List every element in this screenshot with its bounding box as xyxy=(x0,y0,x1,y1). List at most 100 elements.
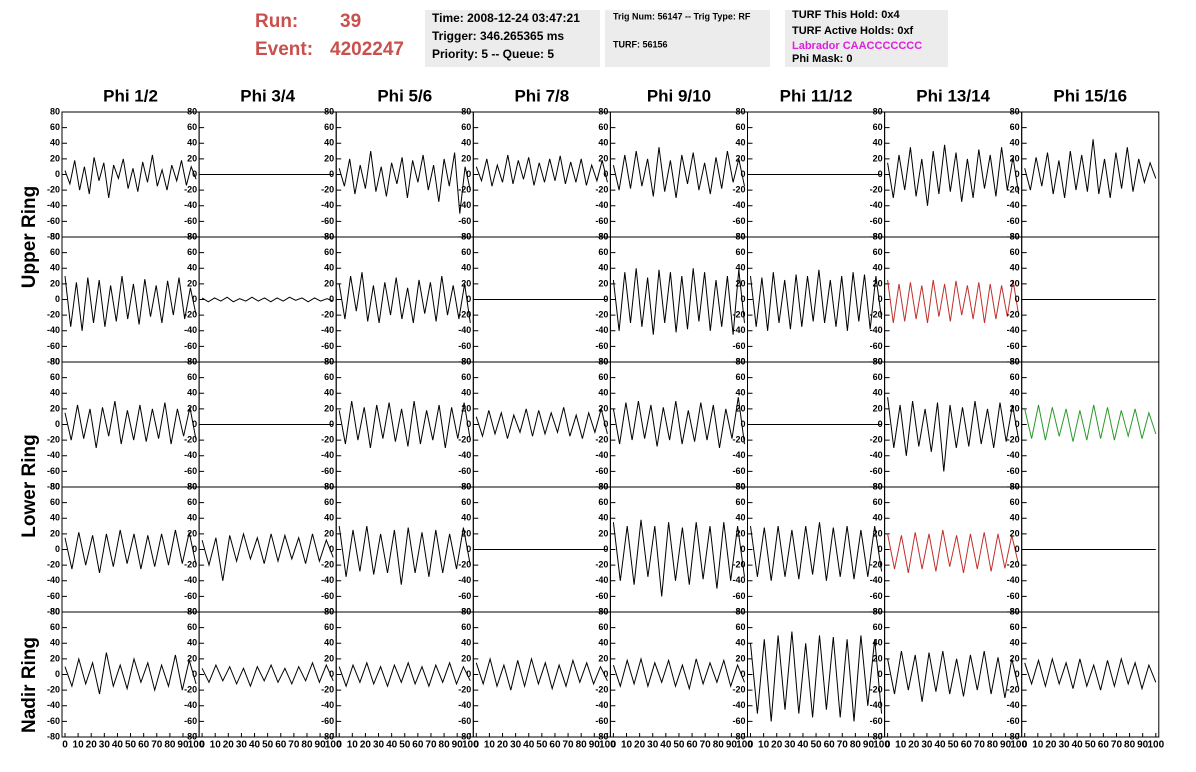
y-tick-label: 0 xyxy=(603,169,608,179)
y-tick-label: 20 xyxy=(735,153,745,163)
y-tick-label: 40 xyxy=(461,513,471,523)
y-tick-label: -20 xyxy=(47,185,60,195)
y-tick-label: -80 xyxy=(595,731,608,741)
waveform xyxy=(338,401,471,448)
x-tick-label: 30 xyxy=(921,740,933,751)
y-tick-label: 20 xyxy=(461,278,471,288)
y-tick-label: 0 xyxy=(192,419,197,429)
y-tick-label: 60 xyxy=(50,622,60,632)
y-tick-label: -20 xyxy=(870,685,883,695)
y-tick-label: 80 xyxy=(735,231,745,241)
x-tick-label: 70 xyxy=(700,740,712,751)
y-tick-label: 20 xyxy=(598,153,608,163)
waveform xyxy=(64,401,197,448)
waveform xyxy=(338,526,471,585)
x-tick-label: 90 xyxy=(589,740,601,751)
y-tick-label: -20 xyxy=(1007,310,1020,320)
panel-frame xyxy=(472,361,611,488)
y-tick-label: 20 xyxy=(461,153,471,163)
y-tick-label: -20 xyxy=(458,685,471,695)
y-tick-label: 80 xyxy=(1010,106,1020,116)
y-tick-label: 20 xyxy=(735,278,745,288)
y-tick-label: -80 xyxy=(732,231,745,241)
y-tick-label: 0 xyxy=(878,294,883,304)
row-label: Nadir Ring xyxy=(19,637,40,733)
y-tick-label: -60 xyxy=(47,216,60,226)
y-tick-label: 80 xyxy=(187,356,197,366)
x-tick-label: 20 xyxy=(497,740,509,751)
x-tick-label: 0 xyxy=(199,740,205,751)
y-tick-label: -20 xyxy=(595,685,608,695)
y-tick-label: 80 xyxy=(598,606,608,616)
x-tick-label: 40 xyxy=(249,740,261,751)
y-tick-label: -20 xyxy=(870,185,883,195)
y-tick-label: -40 xyxy=(47,700,60,710)
x-tick-label: 0 xyxy=(336,740,342,751)
y-tick-label: -80 xyxy=(47,231,60,241)
x-tick-label: 30 xyxy=(510,740,522,751)
x-tick-label: 70 xyxy=(563,740,575,751)
y-tick-label: -60 xyxy=(595,591,608,601)
y-tick-label: 60 xyxy=(873,247,883,257)
x-tick-label: 50 xyxy=(125,740,137,751)
y-tick-label: 80 xyxy=(461,481,471,491)
waveform xyxy=(887,144,1020,206)
y-tick-label: 0 xyxy=(878,669,883,679)
y-tick-label: 80 xyxy=(187,231,197,241)
y-tick-label: 20 xyxy=(873,403,883,413)
waveform xyxy=(64,652,197,695)
y-tick-label: -20 xyxy=(732,185,745,195)
column-label: Phi 11/12 xyxy=(780,86,853,105)
x-tick-label: 50 xyxy=(536,740,548,751)
y-tick-label: -40 xyxy=(595,700,608,710)
column-label: Phi 7/8 xyxy=(514,86,569,105)
y-tick-label: 60 xyxy=(873,122,883,132)
y-tick-label: 80 xyxy=(461,606,471,616)
y-tick-label: -60 xyxy=(595,716,608,726)
y-tick-label: 40 xyxy=(598,513,608,523)
y-tick-label: 40 xyxy=(461,138,471,148)
x-tick-label: 80 xyxy=(576,740,588,751)
y-tick-label: 0 xyxy=(740,419,745,429)
y-tick-label: -20 xyxy=(184,435,197,445)
x-tick-label: 50 xyxy=(262,740,274,751)
y-tick-label: -60 xyxy=(870,466,883,476)
y-tick-label: 60 xyxy=(873,372,883,382)
y-tick-label: -80 xyxy=(1007,231,1020,241)
x-tick-label: 80 xyxy=(713,740,725,751)
y-tick-label: 40 xyxy=(324,513,334,523)
y-tick-label: 0 xyxy=(878,169,883,179)
y-tick-label: 0 xyxy=(740,294,745,304)
y-tick-label: -60 xyxy=(184,716,197,726)
x-tick-label: 50 xyxy=(673,740,685,751)
waveform xyxy=(887,529,1020,573)
y-tick-label: -40 xyxy=(321,575,334,585)
x-tick-label: 80 xyxy=(850,740,862,751)
y-tick-label: -20 xyxy=(321,560,334,570)
y-tick-label: 80 xyxy=(1010,231,1020,241)
y-tick-label: -20 xyxy=(184,310,197,320)
y-tick-label: 40 xyxy=(735,513,745,523)
y-tick-label: 60 xyxy=(598,372,608,382)
y-tick-label: -80 xyxy=(184,231,197,241)
info-box xyxy=(605,10,770,67)
y-tick-label: 0 xyxy=(329,294,334,304)
y-tick-label: -40 xyxy=(1007,325,1020,335)
y-tick-label: 20 xyxy=(1010,528,1020,538)
waveform xyxy=(612,147,745,198)
y-tick-label: -60 xyxy=(47,341,60,351)
y-tick-label: -60 xyxy=(1007,341,1020,351)
x-tick-label: 100 xyxy=(462,740,479,751)
y-tick-label: -20 xyxy=(458,435,471,445)
y-tick-label: -20 xyxy=(47,560,60,570)
y-tick-label: -80 xyxy=(321,606,334,616)
x-tick-label: 10 xyxy=(73,740,85,751)
x-tick-label: 30 xyxy=(647,740,659,751)
row-label: Upper Ring xyxy=(19,186,40,288)
y-tick-label: -20 xyxy=(47,310,60,320)
y-tick-label: 40 xyxy=(324,138,334,148)
y-tick-label: 0 xyxy=(740,669,745,679)
y-tick-label: -60 xyxy=(595,216,608,226)
x-tick-label: 30 xyxy=(373,740,385,751)
